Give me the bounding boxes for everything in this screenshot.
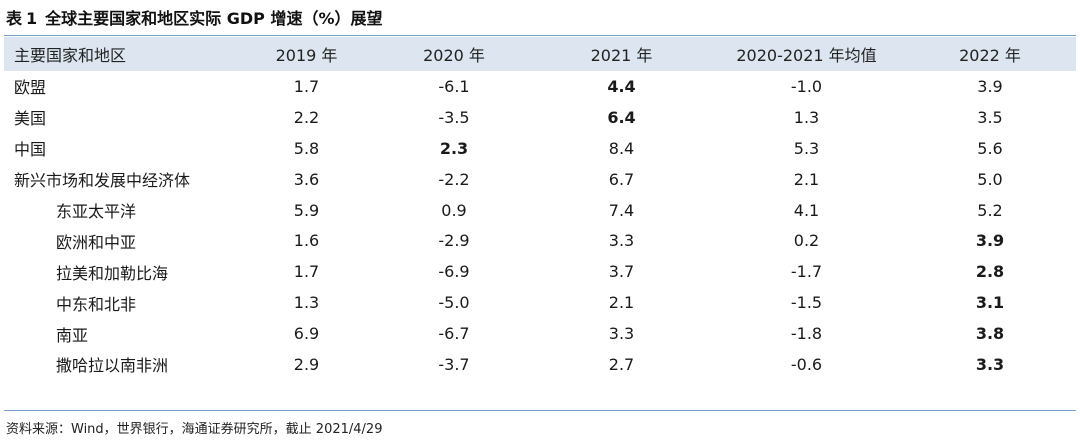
region-cell: 中国 xyxy=(14,140,47,160)
region-cell: 东亚太平洋 xyxy=(56,202,137,221)
value-cell: 4.1 xyxy=(793,200,820,220)
value-cell: -0.6 xyxy=(790,354,823,374)
gdp-growth-table: 主要国家和地区 2019 年 2020 年 2021 年 2020-2021 年… xyxy=(4,37,1076,380)
header-2020: 2020 年 xyxy=(423,46,485,65)
value-cell: 3.3 xyxy=(975,354,1005,374)
value-cell: 6.7 xyxy=(608,169,635,189)
value-cell: 3.8 xyxy=(975,324,1005,344)
value-cell: 3.7 xyxy=(608,262,635,282)
region-cell: 南亚 xyxy=(56,325,89,345)
value-cell: 3.9 xyxy=(975,231,1005,251)
value-cell: 2.9 xyxy=(293,354,320,374)
top-rule xyxy=(4,35,1076,36)
value-cell: 4.4 xyxy=(607,76,636,96)
value-cell: 0.9 xyxy=(441,200,467,220)
bottom-rule xyxy=(4,410,1076,411)
value-cell: -1.7 xyxy=(790,262,823,282)
value-cell: 1.3 xyxy=(293,293,320,313)
value-cell: 3.1 xyxy=(975,293,1005,313)
value-cell: -6.7 xyxy=(438,324,470,344)
value-cell: 5.9 xyxy=(293,200,320,220)
value-cell: 1.7 xyxy=(293,262,320,282)
value-cell: -3.5 xyxy=(438,107,470,127)
header-2022: 2022 年 xyxy=(959,46,1021,65)
region-cell: 中东和北非 xyxy=(56,294,137,314)
value-cell: -2.2 xyxy=(438,169,470,189)
value-cell: 3.6 xyxy=(293,169,320,189)
value-cell: 3.9 xyxy=(977,76,1003,96)
table-row: 欧盟 1.7 -6.1 4.4 -1.0 3.9 xyxy=(4,71,1076,102)
value-cell: 8.4 xyxy=(608,138,635,158)
value-cell: 7.4 xyxy=(608,200,635,220)
value-cell: 0.2 xyxy=(793,231,820,251)
value-cell: 2.7 xyxy=(608,354,635,374)
value-cell: -5.0 xyxy=(438,293,470,313)
value-cell: -6.1 xyxy=(438,76,470,96)
region-cell: 新兴市场和发展中经济体 xyxy=(14,171,191,191)
value-cell: 2.1 xyxy=(793,169,820,189)
table-row: 新兴市场和发展中经济体 3.6 -2.2 6.7 2.1 5.0 xyxy=(4,164,1076,195)
value-cell: 2.1 xyxy=(608,293,635,313)
value-cell: 3.3 xyxy=(608,324,635,344)
table-row: 南亚 6.9 -6.7 3.3 -1.8 3.8 xyxy=(4,318,1076,349)
value-cell: -1.0 xyxy=(790,76,823,96)
header-region: 主要国家和地区 xyxy=(14,46,127,65)
table-header-row: 主要国家和地区 2019 年 2020 年 2021 年 2020-2021 年… xyxy=(4,37,1076,71)
value-cell: 5.2 xyxy=(977,200,1003,220)
table-row: 欧洲和中亚 1.6 -2.9 3.3 0.2 3.9 xyxy=(4,225,1076,256)
value-cell: 2.8 xyxy=(975,262,1005,282)
region-cell: 美国 xyxy=(14,109,47,129)
value-cell: 5.0 xyxy=(977,169,1003,189)
value-cell: -2.9 xyxy=(438,231,470,251)
table-title-number: 1 xyxy=(26,9,38,28)
value-cell: 1.7 xyxy=(293,76,320,96)
value-cell: -1.5 xyxy=(790,293,823,313)
region-cell: 欧洲和中亚 xyxy=(56,232,137,252)
value-cell: 1.3 xyxy=(793,107,820,127)
table-row: 撒哈拉以南非洲 2.9 -3.7 2.7 -0.6 3.3 xyxy=(4,349,1076,380)
table-body: 欧盟 1.7 -6.1 4.4 -1.0 3.9 美国 2.2 -3.5 6.4 1.3 3.5 中国 5… xyxy=(4,71,1076,380)
region-cell: 欧盟 xyxy=(14,78,47,98)
value-cell: 5.6 xyxy=(977,138,1003,158)
table-row: 美国 2.2 -3.5 6.4 1.3 3.5 xyxy=(4,102,1076,133)
region-cell: 拉美和加勒比海 xyxy=(56,263,169,283)
table-title: 表 1 全球主要国家和地区实际 GDP 增速（%）展望 xyxy=(6,6,382,32)
table-row: 中东和北非 1.3 -5.0 2.1 -1.5 3.1 xyxy=(4,287,1076,318)
source-note: 资料来源：Wind，世界银行，海通证券研究所，截止 2021/4/29 xyxy=(6,422,383,437)
header-2020-2021-average: 2020-2021 年均值 xyxy=(736,46,877,65)
value-cell: 5.3 xyxy=(793,138,820,158)
header-2019: 2019 年 xyxy=(275,46,338,65)
region-cell: 撒哈拉以南非洲 xyxy=(56,356,169,376)
table-row: 拉美和加勒比海 1.7 -6.9 3.7 -1.7 2.8 xyxy=(4,256,1076,287)
value-cell: 1.6 xyxy=(293,231,320,251)
table-row: 中国 5.8 2.3 8.4 5.3 5.6 xyxy=(4,133,1076,164)
value-cell: 2.3 xyxy=(439,138,469,158)
value-cell: -3.7 xyxy=(438,354,470,374)
value-cell: 6.9 xyxy=(293,324,320,344)
value-cell: 5.8 xyxy=(293,138,320,158)
value-cell: 3.5 xyxy=(977,107,1003,127)
header-2021: 2021 年 xyxy=(590,46,653,65)
value-cell: 2.2 xyxy=(293,107,320,127)
value-cell: 3.3 xyxy=(608,231,635,251)
table-row: 东亚太平洋 5.9 0.9 7.4 4.1 5.2 xyxy=(4,195,1076,226)
value-cell: -1.8 xyxy=(790,324,823,344)
table-title-text: 全球主要国家和地区实际 GDP 增速（%）展望 xyxy=(45,9,383,28)
value-cell: 6.4 xyxy=(607,107,636,127)
value-cell: -6.9 xyxy=(438,262,470,282)
table-title-prefix: 表 xyxy=(6,9,23,28)
